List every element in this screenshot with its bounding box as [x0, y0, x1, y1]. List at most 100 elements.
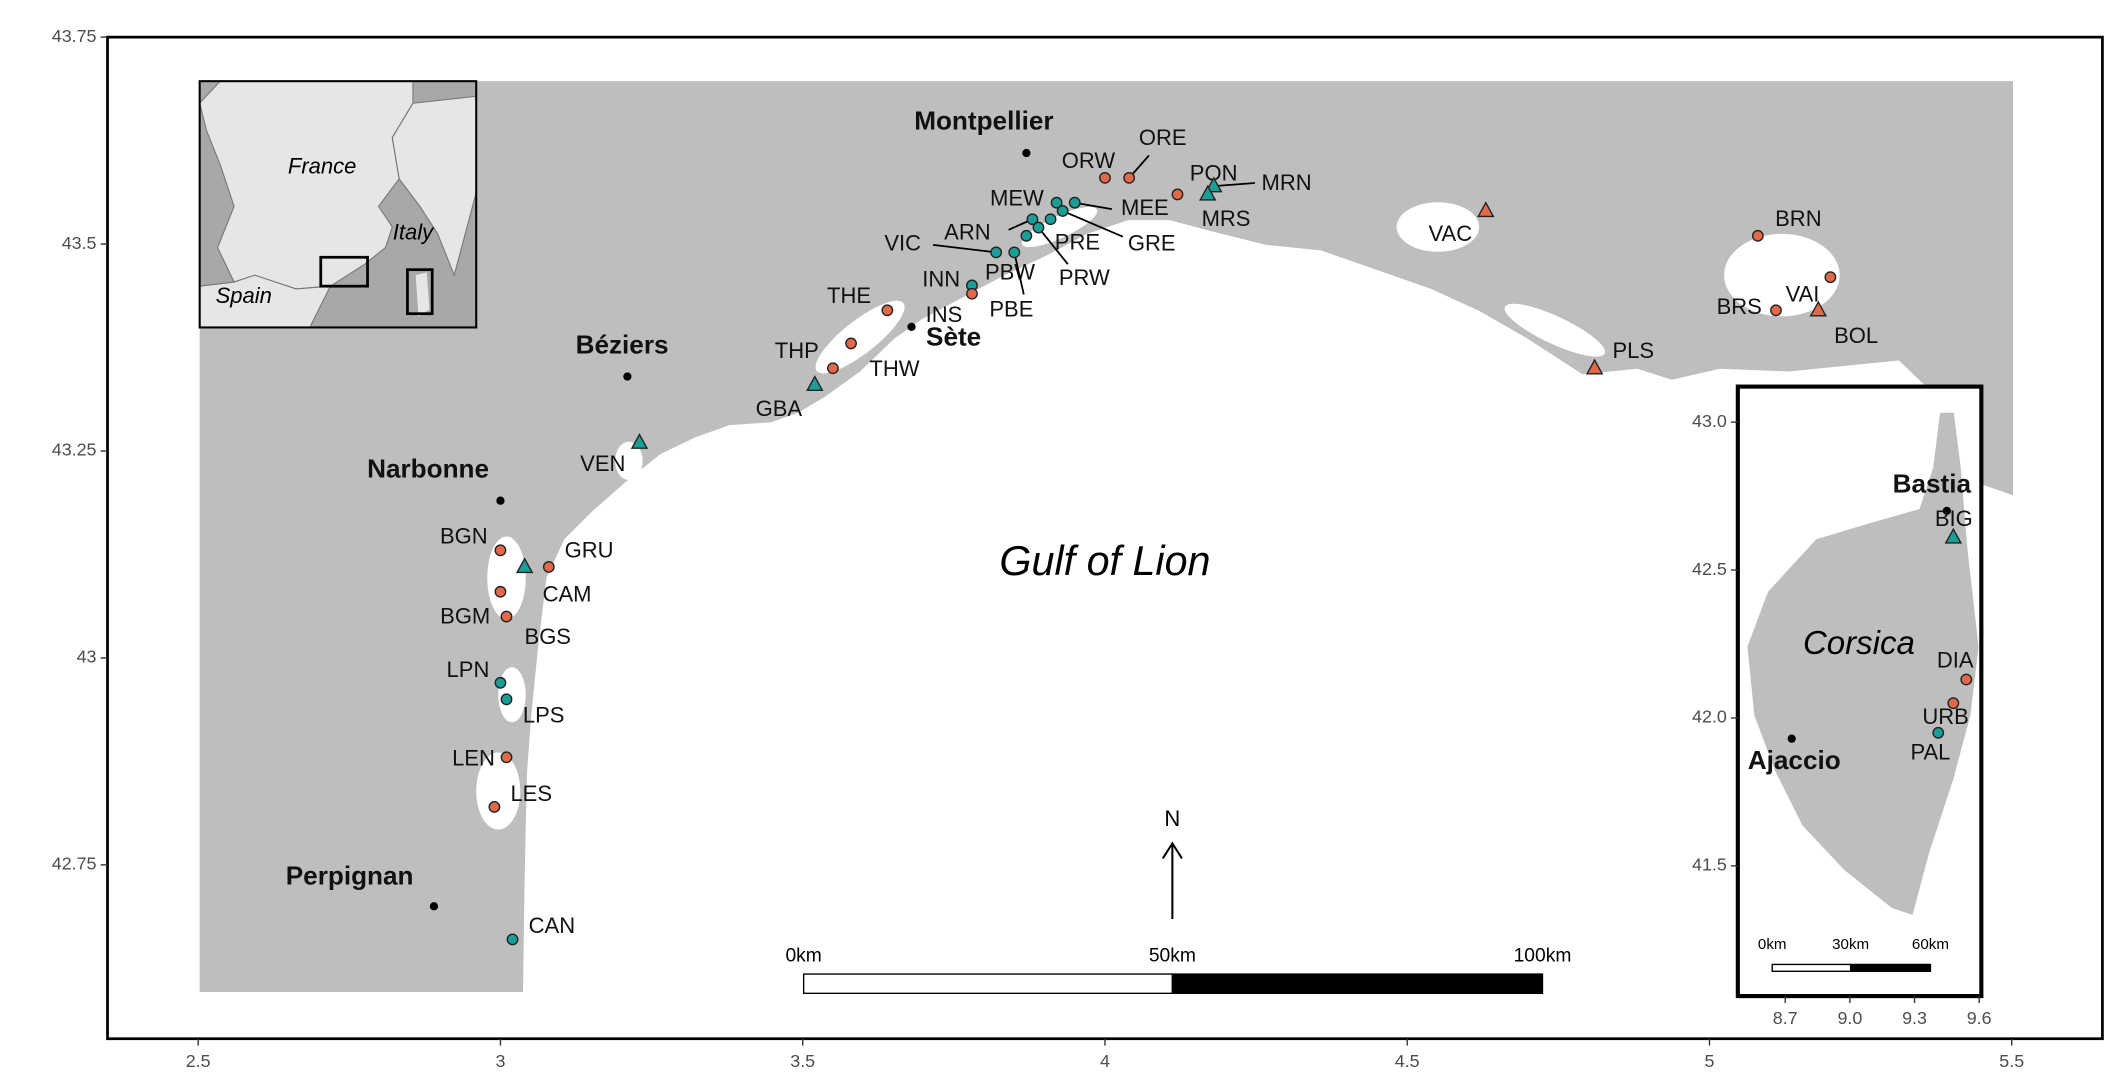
site-marker — [494, 585, 507, 598]
inset-scale-bar — [1771, 963, 1852, 972]
x-tick-label: 9.3 — [1902, 1008, 1927, 1028]
x-tick-label: 5 — [1705, 1051, 1715, 1071]
site-marker — [1068, 196, 1081, 209]
scale-label: 0km — [1758, 936, 1787, 953]
city-label: Béziers — [576, 330, 669, 360]
x-tick-label: 9.6 — [1967, 1008, 1992, 1028]
site-label: BIG — [1935, 506, 1973, 531]
inset-border — [1735, 384, 1984, 999]
site-marker — [542, 560, 555, 573]
city-point — [623, 372, 632, 381]
site-label: BRS — [1717, 294, 1762, 319]
city-label: Ajaccio — [1748, 745, 1841, 775]
site-marker — [1824, 271, 1837, 284]
site-marker — [500, 751, 513, 764]
y-tick-label: 43.0 — [1692, 411, 1727, 431]
x-tick-label: 2.5 — [186, 1051, 211, 1071]
site-marker — [1020, 229, 1033, 242]
north-arrow-head — [1161, 841, 1183, 860]
site-label: MRS — [1202, 206, 1251, 231]
city-point — [907, 322, 916, 331]
site-label: BRN — [1775, 206, 1821, 231]
site-label: GRE — [1128, 231, 1176, 256]
country-label: France — [288, 154, 356, 179]
y-tick-label: 42.5 — [1692, 559, 1727, 579]
leader-line — [1013, 252, 1025, 295]
site-label: ORW — [1062, 148, 1116, 173]
site-marker — [1171, 188, 1184, 201]
x-tick-label: 4.5 — [1395, 1051, 1420, 1071]
y-tick-label: 41.5 — [1692, 855, 1727, 875]
site-marker — [1099, 171, 1111, 184]
site-label: BOL — [1834, 323, 1878, 348]
site-label: PLS — [1612, 338, 1654, 363]
y-tick-label: 42.0 — [1692, 707, 1727, 727]
locator-box — [319, 255, 369, 288]
island-label: Corsica — [1803, 624, 1915, 661]
site-marker — [1809, 300, 1828, 317]
country-label: Spain — [216, 283, 272, 308]
site-marker — [494, 676, 507, 689]
y-tick-label: 42.75 — [52, 854, 97, 874]
city-label: Bastia — [1893, 469, 1972, 499]
site-label: MEE — [1121, 195, 1169, 220]
inset-scale-bar — [1849, 963, 1932, 972]
leader-line — [932, 244, 997, 254]
city-point — [429, 902, 439, 911]
site-label: PRW — [1059, 265, 1110, 290]
site-marker — [1751, 229, 1764, 242]
locator-box — [406, 268, 434, 316]
city-label: Montpellier — [914, 105, 1053, 135]
leader-line — [1213, 182, 1255, 188]
site-label: VAI — [1786, 282, 1820, 307]
site-marker — [1944, 527, 1963, 544]
site-label: VAC — [1428, 221, 1472, 246]
site-label: CAN — [529, 913, 575, 938]
city-label: Narbonne — [367, 453, 489, 483]
site-marker — [500, 610, 513, 623]
site-marker — [515, 557, 534, 574]
site-label: THP — [775, 338, 819, 363]
site-marker — [1960, 673, 1973, 686]
leader-line — [1062, 210, 1124, 238]
leader-line — [1074, 201, 1112, 211]
site-marker — [500, 693, 513, 706]
site-label: VEN — [580, 451, 625, 476]
site-label: LPN — [447, 657, 490, 682]
site-marker — [806, 375, 824, 391]
x-tick-label: 9.0 — [1837, 1008, 1862, 1028]
site-label: ARN — [944, 220, 990, 245]
land — [199, 81, 2013, 992]
site-label: MEW — [990, 185, 1044, 210]
site-marker — [1198, 184, 1217, 201]
site-marker — [827, 362, 839, 375]
site-label: DIA — [1937, 648, 1974, 673]
site-label: URB — [1922, 704, 1968, 729]
scale-label: 100km — [1514, 945, 1572, 966]
site-label: INS — [926, 302, 963, 327]
site-marker — [494, 544, 507, 557]
site-marker — [1477, 201, 1495, 218]
site-label: BGM — [440, 604, 490, 629]
y-tick-label: 43 — [77, 647, 97, 667]
site-marker — [1044, 213, 1057, 226]
x-tick-label: 3 — [495, 1051, 505, 1071]
city-label: Perpignan — [286, 861, 414, 891]
site-marker — [1050, 196, 1063, 209]
site-marker — [1026, 213, 1039, 226]
y-tick-label: 43.75 — [52, 26, 97, 46]
site-marker — [1932, 726, 1945, 739]
site-label: GRU — [565, 538, 614, 563]
site-label: THW — [869, 356, 919, 381]
site-label: LES — [510, 781, 552, 806]
site-label: LPS — [523, 703, 565, 728]
site-marker — [1056, 205, 1069, 217]
site-marker — [1123, 171, 1136, 184]
site-marker — [1032, 221, 1045, 234]
site-label: VIC — [884, 231, 921, 256]
scale-label: 0km — [785, 945, 821, 966]
site-label: CAM — [543, 582, 592, 607]
site-marker — [845, 337, 857, 350]
city-label: Sète — [926, 321, 981, 351]
site-label: LEN — [452, 745, 495, 770]
